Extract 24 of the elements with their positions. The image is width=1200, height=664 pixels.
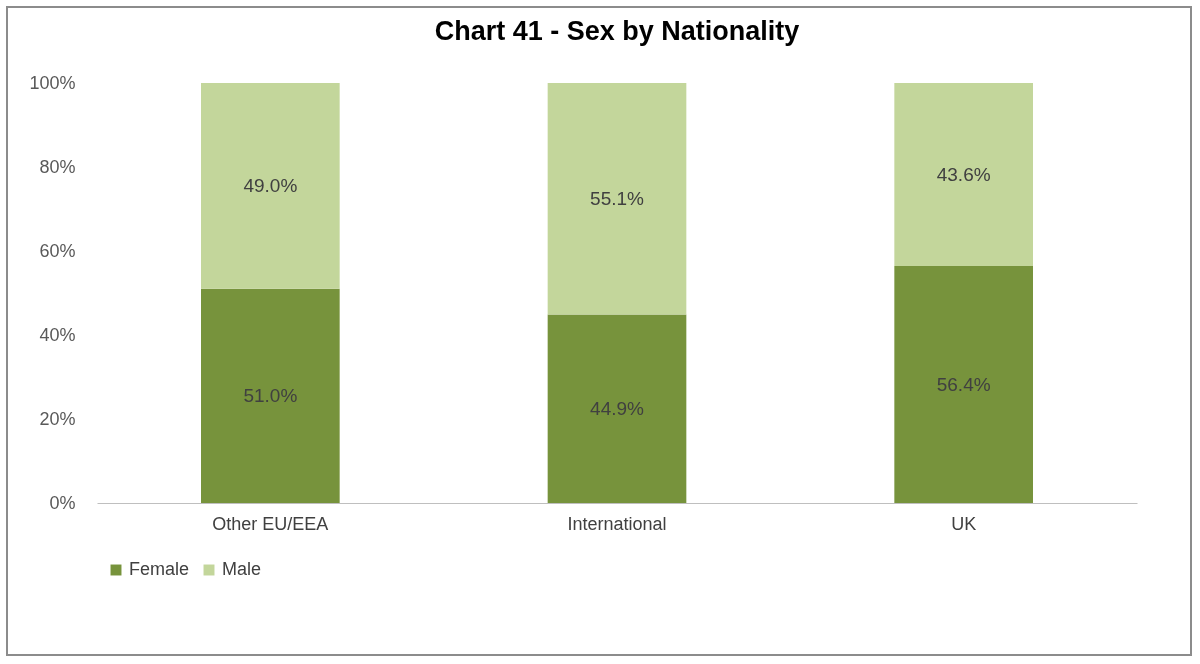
y-tick-label: 40% [39, 324, 76, 345]
bar [894, 83, 1033, 267]
x-tick-label: UK [951, 513, 977, 534]
y-tick-label: 60% [39, 240, 76, 261]
x-tick-label: International [567, 513, 667, 534]
y-tick-label: 20% [39, 408, 76, 429]
chart-title: Chart 41 - Sex by Nationality [434, 16, 800, 46]
y-tick-label: 100% [29, 72, 76, 93]
bar [201, 288, 340, 503]
legend-label: Female [129, 559, 190, 579]
data-label: 43.6% [936, 163, 991, 185]
bar [547, 83, 687, 315]
data-label: 44.9% [590, 397, 645, 419]
bar [547, 314, 687, 503]
legend-label: Male [222, 559, 262, 579]
data-label: 55.1% [590, 187, 645, 209]
data-label: 56.4% [936, 373, 991, 395]
data-label: 49.0% [243, 174, 298, 196]
bar [894, 266, 1033, 503]
data-label: 51.0% [243, 384, 298, 406]
bar [201, 83, 340, 289]
y-tick-label: 0% [49, 492, 76, 513]
y-tick-label: 80% [39, 156, 76, 177]
x-tick-label: Other EU/EEA [212, 513, 329, 534]
